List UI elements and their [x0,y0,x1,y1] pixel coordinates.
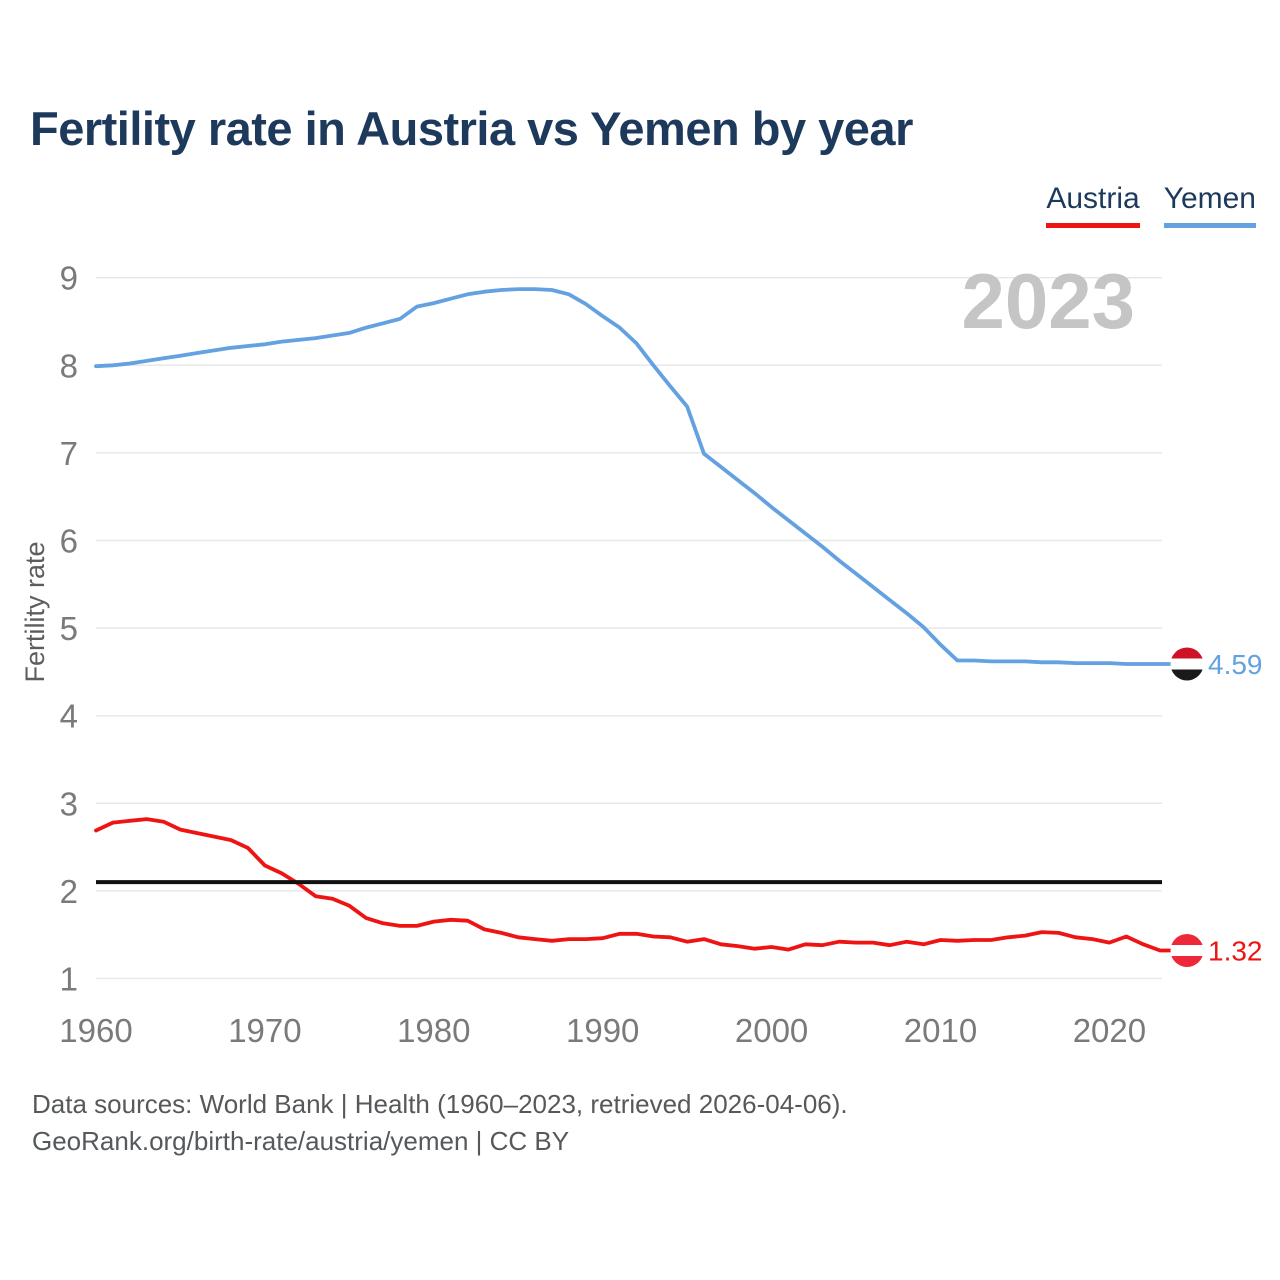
footer-attribution: GeoRank.org/birth-rate/austria/yemen | C… [32,1126,570,1156]
x-tick-label: 1990 [566,1012,639,1049]
y-tick-label: 8 [60,347,78,384]
y-tick-label: 6 [60,523,78,560]
year-watermark: 2023 [961,257,1135,345]
y-tick-label: 3 [60,785,78,822]
austria-flag-icon [1170,934,1204,967]
x-tick-label: 2000 [735,1012,808,1049]
y-tick-label: 2 [60,873,78,910]
x-tick-label: 1970 [228,1012,301,1049]
y-tick-label: 1 [60,961,78,998]
legend: Austria Yemen [1046,182,1256,228]
y-tick-label: 7 [60,435,78,472]
austria-end-value: 1.32 [1208,936,1263,967]
yemen-line [94,287,1174,666]
legend-item-austria[interactable]: Austria [1046,182,1140,228]
page-title: Fertility rate in Austria vs Yemen by ye… [30,102,913,155]
footer-sources: Data sources: World Bank | Health (1960–… [32,1089,848,1119]
yemen-end-value: 4.59 [1208,649,1263,680]
x-tick-label: 2020 [1073,1012,1146,1049]
y-tick-label: 5 [60,610,78,647]
legend-item-yemen[interactable]: Yemen [1163,182,1256,228]
austria-line [94,817,1174,953]
footer: Data sources: World Bank | Health (1960–… [32,1086,848,1160]
x-tick-label: 1960 [59,1012,132,1049]
x-tick-label: 2010 [904,1012,977,1049]
y-tick-label: 9 [60,260,78,297]
y-axis-label: Fertility rate [20,541,50,682]
y-tick-label: 4 [60,698,78,735]
yemen-flag-icon [1170,647,1204,681]
x-tick-label: 1980 [397,1012,470,1049]
